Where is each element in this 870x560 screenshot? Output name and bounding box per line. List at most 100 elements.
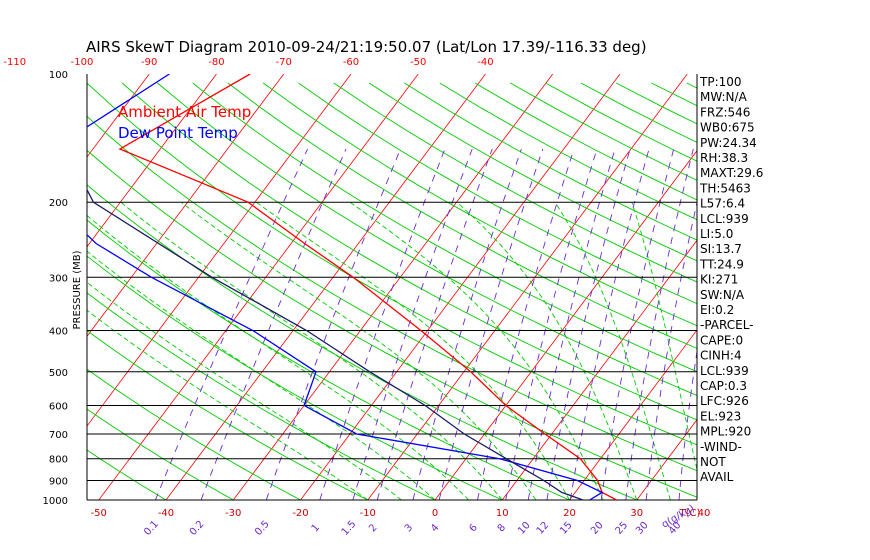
isobar-lines [86, 74, 698, 501]
pressure-axis: PRESSURE (MB) 100 200 300 400 500 600 700 800 90… [43, 70, 83, 507]
index-label: CAP:0.3 [700, 379, 747, 393]
dry-adiabat-line [87, 449, 167, 500]
isotherm-line [0, 74, 82, 500]
pressure-tick-label: 700 [49, 430, 68, 441]
index-label: EL:923 [700, 409, 741, 423]
isotherm-line [367, 74, 688, 500]
mixing-ratio-line [154, 148, 309, 500]
mixing-ratio-line [200, 148, 347, 500]
top-temp-tick-label: -50 [410, 57, 426, 68]
dry-adiabat-line [368, 82, 697, 262]
index-label: TH:5463 [699, 181, 751, 195]
index-label: KI:271 [700, 273, 738, 287]
mixing-ratio-label: 1 [310, 522, 322, 534]
series-line [87, 74, 604, 500]
mixing-ratio-label: 25 [614, 520, 631, 537]
series-line [118, 74, 617, 500]
mixing-ratio-line [645, 200, 697, 500]
mixing-ratio-label: 20 [589, 520, 606, 537]
mixing-ratio-label: 1.5 [340, 519, 359, 538]
dry-adiabat-line [157, 82, 697, 396]
isotherm-line [87, 74, 352, 427]
mixing-ratio-label: 15 [558, 520, 575, 537]
legend: Ambient Air Temp Dew Point Temp [118, 103, 251, 142]
mixing-ratio-line [678, 348, 697, 500]
index-label: MAXT:29.6 [700, 166, 763, 180]
mixing-ratio-label: 0.5 [253, 519, 272, 538]
pressure-tick-label: 600 [49, 401, 68, 412]
bottom-temp-tick-label: -30 [225, 508, 241, 519]
dry-adiabat-line [87, 408, 235, 500]
dry-adiabat-line [87, 82, 697, 446]
index-label: NOT [700, 455, 726, 469]
isotherm-line [98, 74, 419, 500]
bottom-temp-axis: -50 -40 -30 -20 -10 0 10 20 30 40T(C) [91, 508, 711, 519]
index-label: AVAIL [700, 470, 734, 484]
mixing-ratio-line [625, 148, 694, 500]
moist-adiabat-line [456, 201, 638, 500]
dry-adiabat-line [87, 184, 639, 500]
dry-adiabat-line [87, 292, 437, 500]
moist-adiabat-line [631, 202, 697, 472]
pressure-tick-label: 800 [49, 455, 68, 466]
isotherm-line [636, 418, 697, 500]
isotherm-line [87, 74, 217, 248]
legend-dew-point-temp: Dew Point Temp [118, 124, 238, 142]
isotherm-line [434, 149, 697, 500]
index-label: CINH:4 [700, 349, 742, 363]
moist-adiabat-line [554, 201, 671, 500]
bottom-temp-tick-label: -20 [292, 508, 308, 519]
index-label: L57:6.4 [700, 197, 745, 211]
mixing-ratio-label: 2 [367, 522, 379, 534]
bottom-temp-tick-label: -10 [360, 508, 376, 519]
dry-adiabat-line [87, 115, 697, 472]
index-label: PW:24.34 [700, 136, 757, 150]
top-temp-tick-label: -60 [343, 57, 359, 68]
dry-adiabat-line [298, 82, 697, 305]
isotherm-line [839, 74, 870, 500]
index-label: SI:13.7 [700, 242, 742, 256]
mixing-ratio-line [505, 148, 598, 500]
bottom-temp-tick-label: 10 [496, 508, 509, 519]
mixing-ratio-label: 8 [496, 522, 508, 534]
isotherm-line [87, 74, 150, 158]
isotherm-line [501, 239, 697, 500]
y-axis-label: PRESSURE (MB) [72, 250, 83, 329]
dry-adiabat-line [192, 82, 697, 373]
isotherm-line [300, 74, 621, 500]
pressure-tick-label: 400 [49, 326, 68, 337]
pressure-tick-label: 100 [49, 70, 68, 81]
index-label: LFC:926 [700, 394, 749, 408]
profile-series [87, 74, 617, 500]
legend-ambient-air-temp: Ambient Air Temp [118, 103, 251, 121]
isotherm-line [569, 329, 697, 500]
bottom-temp-tick-label: 30 [630, 508, 643, 519]
mixing-ratio-line [569, 148, 650, 500]
moist-adiabat-line [87, 250, 436, 500]
dry-adiabat-line [404, 82, 697, 241]
dry-adiabat-line [87, 219, 571, 500]
pressure-tick-label: 500 [49, 368, 68, 379]
dry-adiabat-line [333, 82, 697, 283]
mixing-ratio-line [412, 148, 522, 500]
index-label: LCL:939 [700, 364, 749, 378]
top-temp-tick-label: -70 [276, 57, 292, 68]
pressure-tick-label: 300 [49, 273, 68, 284]
index-label: LI:5.0 [700, 227, 733, 241]
mixing-ratio-line [319, 148, 446, 500]
bottom-temp-tick-label: -40 [158, 508, 174, 519]
dry-adiabat-line [227, 82, 697, 349]
dry-adiabat-line [262, 82, 697, 327]
index-label: -WIND- [700, 440, 742, 454]
isotherm-line [87, 74, 285, 337]
mixing-ratio-label: 4 [429, 522, 441, 534]
isotherm-line [771, 74, 870, 500]
index-label: CAPE:0 [700, 333, 743, 347]
mixing-ratio-line [438, 148, 544, 500]
dry-adiabat-line [87, 149, 697, 498]
mixing-ratio-label: 0.2 [188, 519, 207, 538]
mixing-ratio-label: 3 [403, 522, 415, 534]
pressure-tick-label: 1000 [43, 496, 68, 507]
index-label: FRZ:546 [700, 105, 750, 119]
moist-adiabat-line [87, 281, 402, 500]
